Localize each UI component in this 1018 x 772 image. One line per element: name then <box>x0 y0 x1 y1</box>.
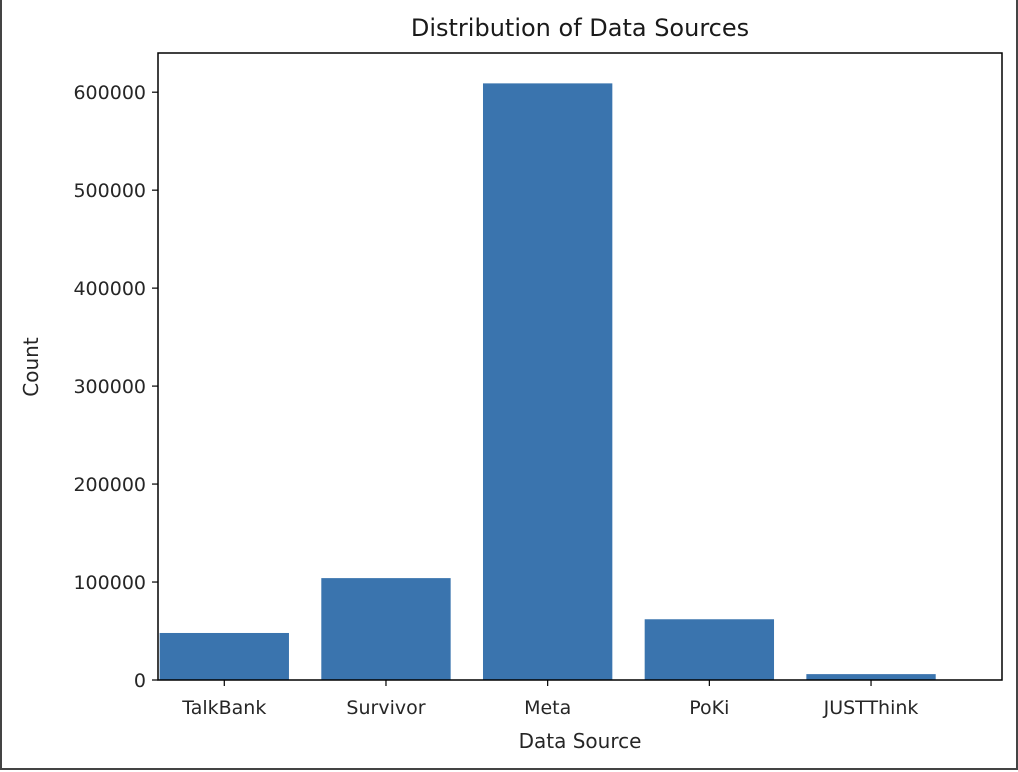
chart-title: Distribution of Data Sources <box>411 14 749 42</box>
y-tick-label: 0 <box>134 670 146 692</box>
x-tick-label: PoKi <box>689 697 729 719</box>
y-tick-label: 500000 <box>73 180 146 202</box>
x-tick-label: JUSTThink <box>823 697 919 719</box>
bars-group <box>159 83 936 681</box>
y-tick-label: 100000 <box>73 572 146 594</box>
x-tick-label: TalkBank <box>181 697 266 719</box>
x-axis: TalkBank Survivor Meta PoKi JUSTThink <box>181 680 918 719</box>
x-tick-label: Meta <box>524 697 571 719</box>
y-tick-label: 600000 <box>73 82 146 104</box>
bar-poki <box>644 619 775 680</box>
bar-talkbank <box>159 632 289 680</box>
bar-meta <box>482 83 613 681</box>
y-axis-label: Count <box>19 337 43 397</box>
bar-survivor <box>321 578 451 680</box>
y-tick-label: 200000 <box>73 474 146 496</box>
x-axis-label: Data Source <box>519 729 642 753</box>
y-tick-label: 400000 <box>73 278 146 300</box>
plot-area-border <box>157 52 1003 681</box>
y-axis: 0 100000 200000 300000 400000 500000 600000 <box>73 82 158 692</box>
bar-justthink <box>806 674 936 680</box>
y-tick-label: 300000 <box>73 376 146 398</box>
x-tick-label: Survivor <box>346 697 425 719</box>
